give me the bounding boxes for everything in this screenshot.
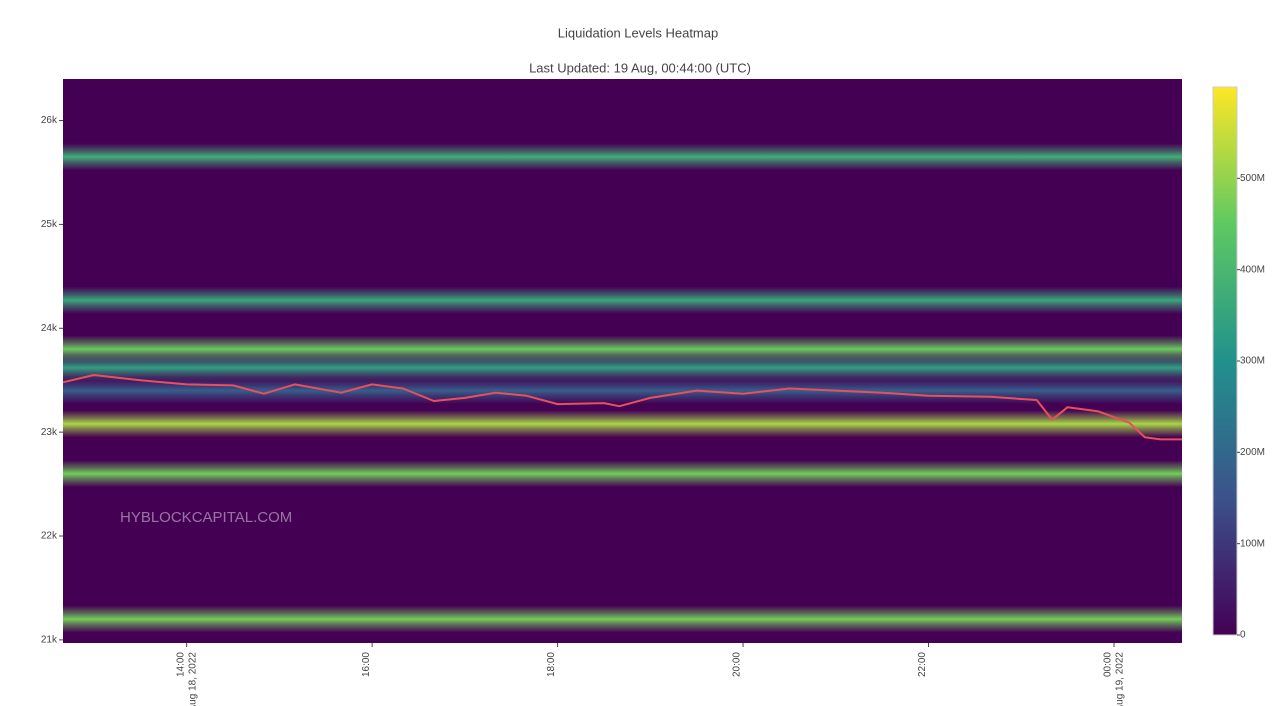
x-tick-date-label: Aug 19, 2022 xyxy=(1115,652,1126,706)
colorbar-tick-label: 0 xyxy=(1240,630,1246,641)
heatmap-band xyxy=(63,377,1182,405)
y-tick-label: 24k xyxy=(41,323,58,334)
colorbar-tick-label: 100M xyxy=(1240,538,1265,549)
chart-subtitle: Last Updated: 19 Aug, 00:44:00 (UTC) xyxy=(529,60,751,75)
x-tick-label: 00:00 xyxy=(1103,652,1114,677)
watermark: HYBLOCKCAPITAL.COM xyxy=(120,509,292,526)
y-tick-label: 22k xyxy=(41,531,58,542)
heatmap-band xyxy=(63,410,1182,438)
heatmap-band xyxy=(63,605,1182,633)
x-tick-date-label: Aug 18, 2022 xyxy=(187,652,198,706)
chart-title: Liquidation Levels Heatmap xyxy=(558,25,718,40)
heatmap-band xyxy=(63,460,1182,488)
plot-area xyxy=(63,143,1182,633)
x-tick-label: 16:00 xyxy=(361,652,372,677)
y-tick-label: 21k xyxy=(41,635,58,646)
colorbar-tick-label: 200M xyxy=(1240,447,1265,458)
colorbar-tick-label: 300M xyxy=(1240,356,1265,367)
colorbar-tick-label: 400M xyxy=(1240,264,1265,275)
x-tick-label: 22:00 xyxy=(917,652,928,677)
price-line xyxy=(63,374,1182,441)
x-tick-label: 18:00 xyxy=(546,652,557,677)
x-tick-label: 20:00 xyxy=(732,652,743,677)
y-tick-label: 23k xyxy=(41,427,58,438)
heatmap-band xyxy=(63,286,1182,314)
y-tick-label: 26k xyxy=(41,115,58,126)
heatmap-band xyxy=(63,354,1182,382)
colorbar xyxy=(1212,86,1238,636)
y-tick-label: 25k xyxy=(41,219,58,230)
x-tick-label: 14:00 xyxy=(175,652,186,677)
colorbar-tick-label: 500M xyxy=(1240,173,1265,184)
heatmap-band xyxy=(63,143,1182,171)
